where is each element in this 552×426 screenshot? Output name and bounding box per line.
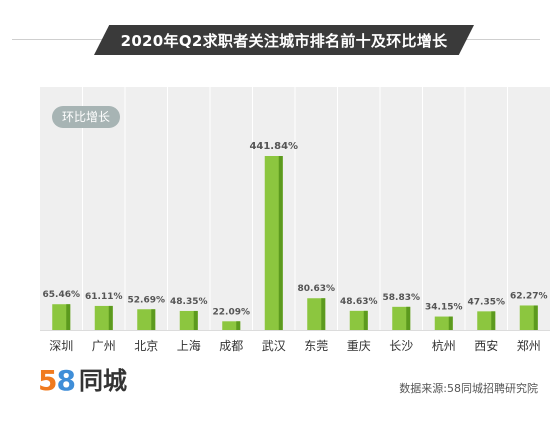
bar-5 bbox=[222, 321, 241, 330]
data-label-8: 48.63% bbox=[340, 297, 378, 307]
data-source: 数据来源:58同城招聘研究院 bbox=[399, 382, 538, 395]
data-label-11: 47.35% bbox=[468, 297, 506, 307]
data-label-9: 58.83% bbox=[383, 293, 421, 303]
bar-12 bbox=[519, 305, 538, 330]
data-label-12: 62.27% bbox=[510, 291, 548, 301]
category-label-6: 武汉 bbox=[262, 339, 286, 353]
chart-title: 2020年Q2求职者关注城市排名前十及环比增长 bbox=[120, 31, 448, 50]
category-label-5: 成都 bbox=[219, 339, 243, 353]
bar-11 bbox=[477, 311, 496, 330]
data-label-4: 48.35% bbox=[170, 297, 208, 307]
data-label-10: 34.15% bbox=[425, 303, 463, 313]
bar-10 bbox=[434, 316, 453, 330]
bar-shade-3 bbox=[151, 309, 156, 330]
bar-shade-6 bbox=[278, 156, 283, 330]
title-banner: 2020年Q2求职者关注城市排名前十及环比增长 bbox=[94, 25, 474, 55]
bar-4 bbox=[179, 310, 198, 330]
bar-shade-8 bbox=[363, 310, 368, 330]
category-label-4: 上海 bbox=[177, 338, 201, 353]
category-label-1: 深圳 bbox=[49, 339, 73, 353]
bar-6 bbox=[264, 156, 283, 330]
logo-digit-5: 5 bbox=[38, 364, 58, 397]
category-label-3: 北京 bbox=[134, 339, 158, 353]
data-label-1: 65.46% bbox=[43, 290, 81, 300]
data-label-7: 80.63% bbox=[298, 284, 336, 294]
bar-9 bbox=[392, 306, 411, 330]
bar-2 bbox=[94, 305, 113, 330]
logo-number: 58 bbox=[38, 364, 76, 397]
category-label-12: 郑州 bbox=[517, 338, 541, 353]
category-label-2: 广州 bbox=[92, 339, 116, 353]
category-label-8: 重庆 bbox=[347, 339, 371, 353]
bar-1 bbox=[52, 304, 71, 330]
category-label-10: 杭州 bbox=[432, 338, 456, 353]
data-label-3: 52.69% bbox=[128, 295, 166, 305]
data-label-5: 22.09% bbox=[213, 307, 251, 317]
bar-8 bbox=[349, 310, 368, 330]
bar-shade-9 bbox=[406, 306, 411, 330]
data-label-6: 441.84% bbox=[249, 141, 298, 152]
bar-shade-1 bbox=[66, 304, 71, 330]
bar-shade-4 bbox=[193, 310, 198, 330]
bar-shade-2 bbox=[108, 305, 113, 330]
category-label-11: 西安 bbox=[474, 338, 498, 353]
logo-digit-8: 8 bbox=[56, 364, 76, 397]
bar-shade-10 bbox=[448, 316, 453, 330]
y-axis-label: 环比增长 bbox=[52, 106, 121, 128]
category-label-9: 长沙 bbox=[389, 339, 413, 353]
logo: 58 同城 bbox=[38, 366, 127, 396]
data-label-2: 61.11% bbox=[85, 292, 123, 302]
bar-3 bbox=[137, 309, 156, 330]
bar-7 bbox=[307, 298, 326, 330]
bar-shade-7 bbox=[321, 298, 326, 330]
bar-shade-11 bbox=[491, 311, 496, 330]
logo-name: 同城 bbox=[78, 367, 127, 395]
bar-shade-12 bbox=[533, 305, 538, 330]
bar-shade-5 bbox=[236, 321, 241, 330]
category-label-7: 东莞 bbox=[304, 339, 328, 353]
